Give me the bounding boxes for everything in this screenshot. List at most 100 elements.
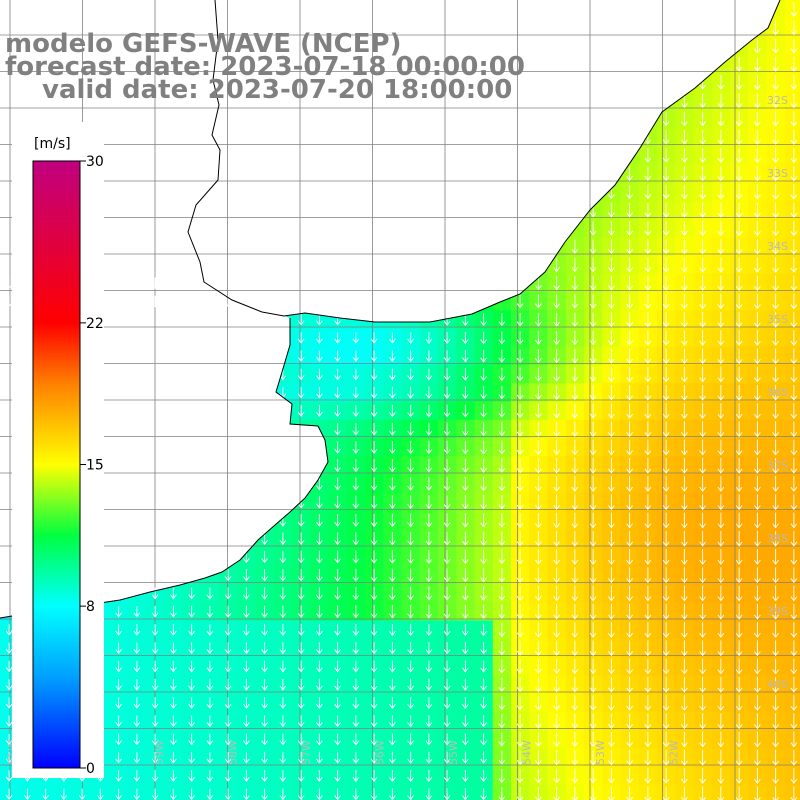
wind-arrow (717, 549, 725, 565)
wind-arrow (535, 549, 542, 565)
wind-arrow (370, 586, 378, 601)
wind-arrow (735, 749, 743, 766)
wind-arrow (571, 695, 579, 711)
field-cell (784, 547, 800, 567)
wind-arrow (151, 295, 159, 308)
field-cell (784, 127, 800, 147)
wind-arrow (443, 751, 451, 764)
wind-arrow (662, 749, 670, 766)
wind-arrow (407, 660, 414, 673)
wind-arrow (735, 403, 743, 419)
wind-arrow (334, 587, 341, 600)
wind-arrow (151, 715, 159, 728)
wind-arrow (516, 458, 524, 474)
wind-arrow (626, 421, 633, 438)
title-forecast-date: forecast date: 2023-07-18 00:00:00 (5, 52, 525, 82)
wind-arrow (699, 384, 706, 401)
wind-arrow (516, 713, 524, 729)
wind-arrow (662, 384, 670, 401)
wind-arrow (279, 788, 287, 800)
wind-arrow (772, 384, 779, 401)
wind-arrow (772, 713, 779, 730)
wind-arrow (425, 440, 433, 455)
field-cell (784, 146, 800, 165)
wind-arrow (370, 332, 378, 344)
wind-arrow (115, 624, 122, 636)
wind-arrow (480, 331, 487, 345)
wind-arrow (699, 622, 706, 638)
wind-arrow (553, 331, 560, 345)
wind-arrow (608, 567, 615, 584)
wind-arrow (754, 184, 761, 200)
wind-arrow (480, 751, 487, 764)
wind-arrow (571, 768, 579, 784)
field-cell (784, 638, 800, 658)
wind-arrow (462, 513, 469, 528)
wind-arrow (772, 311, 779, 328)
wind-arrow (754, 731, 761, 748)
wind-arrow (589, 403, 597, 419)
wind-arrow (297, 313, 305, 326)
wind-arrow (425, 696, 433, 710)
wind-arrow (316, 605, 323, 619)
wind-arrow (462, 531, 469, 546)
wind-arrow (334, 605, 341, 619)
wind-arrow (790, 38, 798, 54)
wind-arrow (553, 349, 560, 364)
wind-arrow (352, 733, 360, 746)
wind-arrow (370, 642, 378, 655)
field-cell (784, 511, 800, 530)
wind-arrow (681, 275, 688, 291)
wind-arrow (133, 295, 141, 308)
wind-arrow (589, 549, 597, 565)
wind-arrow (407, 642, 414, 655)
wind-arrow (754, 202, 761, 218)
wind-arrow (206, 587, 214, 600)
wind-arrow (316, 405, 323, 417)
wind-arrow (352, 751, 360, 764)
wind-arrow (425, 458, 433, 473)
wind-arrow (224, 788, 232, 800)
wind-arrow (535, 622, 542, 638)
wind-arrow (389, 332, 396, 344)
wind-arrow (589, 658, 597, 675)
wind-arrow (498, 787, 506, 800)
wind-arrow (589, 622, 597, 638)
wind-arrow (480, 531, 487, 546)
wind-arrow (352, 423, 360, 436)
wind-arrow (626, 530, 633, 547)
wind-arrow (790, 713, 798, 730)
wind-arrow (717, 749, 725, 766)
wind-arrow (553, 622, 560, 638)
wind-arrow (772, 56, 779, 72)
wind-arrow (644, 786, 652, 800)
wind-arrow (352, 514, 360, 527)
wind-arrow (352, 368, 360, 381)
wind-arrow (535, 349, 542, 364)
wind-arrow (370, 404, 378, 418)
wind-arrow (662, 567, 670, 584)
wind-arrow (754, 457, 761, 474)
wind-arrow (790, 512, 798, 529)
wind-arrow (443, 458, 451, 473)
wind-arrow (407, 531, 414, 546)
field-cell (784, 109, 800, 129)
wind-arrow (352, 332, 360, 344)
wind-arrow (334, 405, 341, 417)
wind-arrow (735, 549, 743, 565)
wind-arrow (425, 604, 433, 619)
wind-arrow (699, 75, 706, 90)
wind-arrow (754, 549, 761, 565)
wind-arrow (170, 277, 177, 290)
wind-arrow (498, 586, 506, 601)
wind-arrow (133, 678, 141, 691)
wind-arrow (735, 695, 743, 711)
wind-arrow (352, 642, 360, 655)
wind-arrow (717, 275, 725, 291)
wind-arrow (425, 642, 433, 655)
wind-arrow (553, 530, 560, 547)
wind-arrow (279, 550, 287, 564)
colorbar-gradient (32, 160, 81, 769)
wind-arrow (170, 642, 177, 655)
wind-arrow (772, 239, 779, 255)
